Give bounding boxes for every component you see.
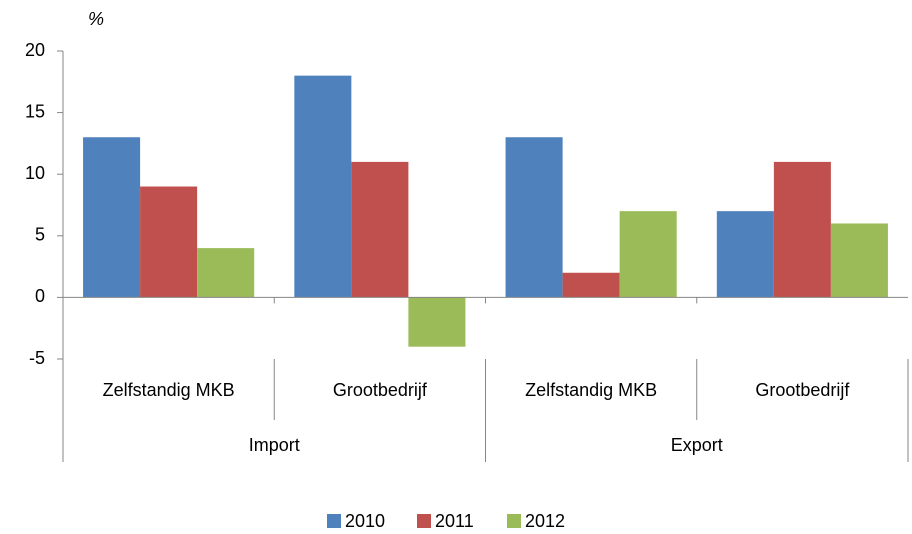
y-tick-label: 15 <box>25 101 45 121</box>
group-label: Import <box>249 435 300 455</box>
bar <box>716 211 774 298</box>
legend-label: 2012 <box>525 511 565 531</box>
legend-label: 2010 <box>345 511 385 531</box>
x-tick-label: Zelfstandig MKB <box>525 380 657 400</box>
bar <box>197 248 255 298</box>
group-label: Export <box>671 435 723 455</box>
bar <box>505 137 563 298</box>
bar <box>294 75 352 298</box>
legend-swatch <box>327 514 341 528</box>
legend-swatch <box>507 514 521 528</box>
bar <box>140 186 198 298</box>
bar <box>351 161 409 298</box>
x-tick-label: Zelfstandig MKB <box>103 380 235 400</box>
y-tick-label: 0 <box>35 286 45 306</box>
bar <box>773 161 831 298</box>
bar <box>830 223 888 298</box>
bar <box>83 137 141 298</box>
y-tick-label: -5 <box>29 348 45 368</box>
x-tick-label: Grootbedrijf <box>333 380 428 400</box>
bar <box>408 297 466 347</box>
y-tick-label: 5 <box>35 225 45 245</box>
x-tick-label: Grootbedrijf <box>755 380 850 400</box>
y-tick-label: 20 <box>25 40 45 60</box>
y-tick-label: 10 <box>25 163 45 183</box>
y-axis-label: % <box>88 9 104 29</box>
legend-swatch <box>417 514 431 528</box>
bar <box>619 211 677 298</box>
bar <box>562 272 620 298</box>
legend-label: 2011 <box>435 511 474 531</box>
